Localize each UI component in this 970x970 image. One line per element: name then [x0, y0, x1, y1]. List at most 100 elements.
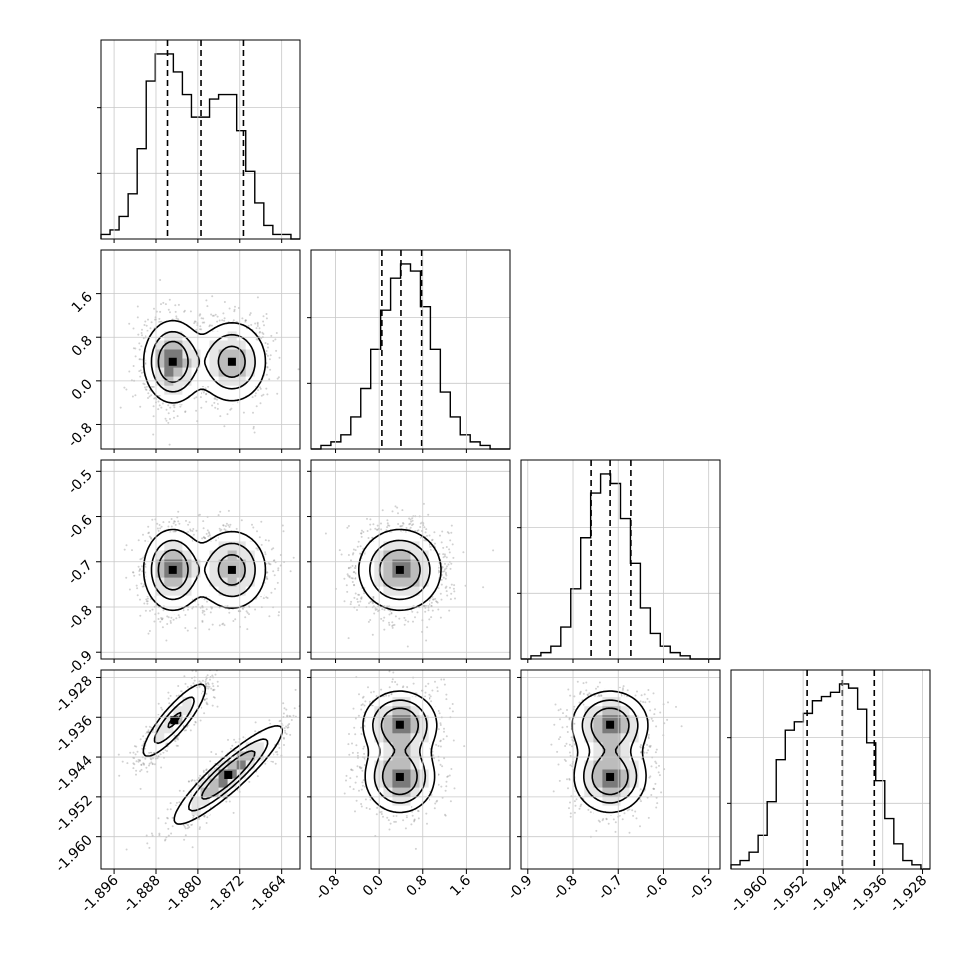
scatter-point [439, 592, 442, 595]
scatter-point [266, 571, 269, 574]
scatter-point [138, 573, 141, 576]
scatter-point [237, 610, 240, 612]
scatter-point [125, 576, 128, 579]
density-cell [164, 331, 174, 341]
density-cell [254, 559, 265, 569]
density-cell [236, 550, 247, 560]
scatter-point [350, 577, 353, 580]
density-cell [218, 367, 229, 378]
density-cell [146, 586, 156, 597]
histogram-bin [341, 435, 351, 449]
density-cell [173, 559, 183, 569]
scatter-point [215, 539, 217, 542]
density-cell [173, 532, 183, 542]
scatter-point [394, 505, 397, 508]
scatter-point [167, 308, 170, 311]
scatter-point [210, 324, 213, 327]
scatter-point [221, 319, 224, 322]
scatter-point [267, 539, 270, 542]
scatter-point [223, 528, 226, 531]
scatter-point [205, 393, 207, 396]
scatter-point [198, 513, 201, 516]
scatter-point [259, 402, 262, 405]
scatter-point [426, 626, 429, 629]
scatter-point [350, 600, 353, 603]
histogram-bin [831, 692, 840, 869]
density-cell [236, 568, 247, 578]
histogram-bin [561, 627, 571, 659]
scatter-point [451, 543, 454, 546]
scatter-point [152, 405, 155, 408]
histogram-bin [210, 99, 219, 239]
density-cell [173, 577, 183, 588]
scatter-point [160, 525, 163, 528]
scatter-point [223, 425, 226, 428]
density-cell [146, 367, 156, 378]
scatter-point [150, 321, 153, 324]
contour-line [150, 539, 256, 601]
scatter-point [345, 584, 348, 587]
scatter-point [192, 533, 195, 536]
scatter-point [189, 310, 192, 313]
density-cell [191, 568, 201, 578]
density-cell [245, 595, 256, 606]
density-cell [254, 550, 265, 560]
scatter-point [249, 312, 252, 315]
scatter-point [246, 628, 249, 631]
histogram-bin [146, 81, 155, 239]
scatter-point [214, 313, 217, 316]
scatter-point [229, 523, 232, 526]
density-peak [227, 565, 236, 574]
density-cell [164, 550, 174, 560]
density-cell [227, 586, 238, 597]
density-cell [191, 541, 201, 551]
scatter-point [199, 328, 201, 331]
scatter-point [202, 536, 205, 539]
scatter-point [444, 562, 446, 565]
scatter-point [167, 421, 170, 424]
density-cell [173, 595, 183, 606]
histogram-step-param-3 [730, 683, 930, 870]
scatter-point [391, 510, 394, 513]
scatter-point [201, 620, 204, 623]
histogram-bin [460, 435, 470, 449]
histogram-bin [581, 538, 591, 659]
scatter-point [222, 524, 225, 527]
histogram-step-param-0 [100, 53, 300, 240]
scatter-point [453, 590, 456, 593]
scatter-point [383, 628, 386, 631]
scatter-point [279, 564, 282, 567]
scatter-point [174, 530, 176, 533]
scatter-point [128, 588, 131, 591]
density-cell [191, 559, 201, 569]
scatter-point [241, 317, 244, 320]
scatter-point [167, 412, 170, 415]
density-cell [218, 376, 229, 387]
scatter-point [371, 536, 374, 539]
scatter-point [173, 406, 176, 409]
scatter-point [228, 307, 231, 310]
density-cell [218, 550, 229, 560]
scatter-point [259, 386, 262, 389]
scatter-point [179, 405, 182, 408]
scatter-point [219, 415, 222, 418]
scatter-point [357, 540, 360, 543]
scatter-point [404, 619, 407, 622]
scatter-point [248, 313, 251, 316]
density-cell [254, 577, 265, 588]
density-cell [209, 358, 219, 368]
scatter-point [160, 303, 162, 306]
scatter-point [186, 629, 189, 632]
scatter-point [147, 632, 150, 635]
scatter-point [358, 604, 361, 607]
scatter-point [220, 528, 223, 531]
scatter-point [403, 623, 406, 626]
density-cell [209, 340, 219, 350]
scatter-point [151, 385, 154, 388]
density-cell [209, 349, 219, 359]
scatter-point [144, 539, 147, 542]
scatter-point [398, 617, 401, 620]
histogram-bin [282, 234, 291, 239]
histogram-bin [740, 861, 749, 869]
scatter-point [160, 617, 163, 619]
